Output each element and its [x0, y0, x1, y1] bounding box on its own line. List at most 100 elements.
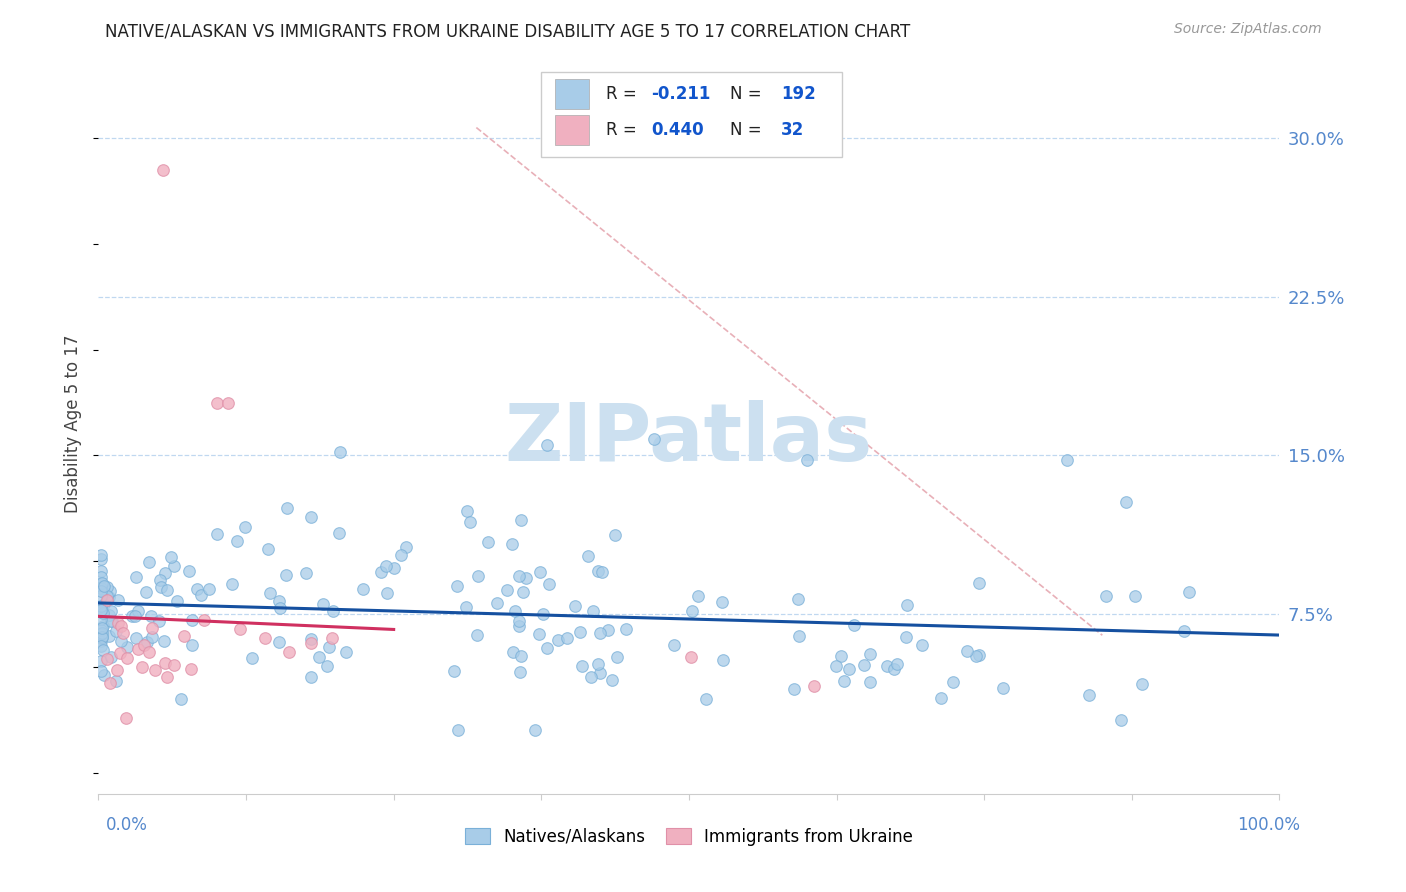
Point [148, 614, 170, 628]
Point [90, 603, 112, 617]
Point [96, 580, 118, 594]
Point [614, 622, 637, 636]
Point [1130, 677, 1153, 691]
Point [803, 679, 825, 693]
Point [156, 670, 179, 684]
Point [91, 606, 114, 620]
Point [90, 606, 112, 620]
Point [276, 501, 298, 516]
Point [100, 614, 122, 628]
Point [576, 549, 599, 563]
Point [152, 162, 174, 177]
Point [896, 630, 918, 644]
Point [523, 723, 546, 738]
Point [259, 586, 281, 600]
Point [312, 598, 335, 612]
Point [269, 601, 291, 615]
Point [90, 548, 112, 562]
Point [825, 659, 848, 673]
Point [226, 533, 249, 548]
Point [186, 582, 208, 596]
Point [941, 674, 963, 689]
Text: NATIVE/ALASKAN VS IMMIGRANTS FROM UKRAINE DISABILITY AGE 5 TO 17 CORRELATION CHA: NATIVE/ALASKAN VS IMMIGRANTS FROM UKRAIN… [105, 22, 911, 40]
Point [100, 614, 122, 628]
Point [510, 649, 533, 664]
Point [90, 552, 112, 566]
Point [90, 564, 112, 578]
Point [96, 652, 118, 666]
Point [93, 597, 115, 611]
Point [589, 626, 612, 640]
Point [90, 634, 112, 648]
Point [100, 650, 122, 665]
Point [1115, 495, 1137, 509]
Text: ZIPatlas: ZIPatlas [505, 400, 873, 477]
Point [100, 604, 122, 618]
Text: R =: R = [606, 120, 643, 139]
Point [107, 593, 129, 607]
Point [503, 604, 526, 618]
Point [389, 549, 412, 563]
Point [600, 673, 623, 688]
Point [156, 582, 179, 597]
Point [90, 639, 112, 653]
Point [456, 503, 478, 517]
Point [1173, 624, 1195, 639]
Point [695, 692, 717, 706]
Point [598, 623, 620, 637]
Point [90, 627, 112, 641]
Point [605, 527, 627, 541]
Point [382, 561, 405, 575]
Point [477, 535, 499, 549]
Point [852, 658, 875, 673]
Point [883, 662, 905, 676]
Point [787, 591, 810, 606]
Point [93, 643, 115, 657]
Point [465, 628, 488, 642]
Text: 192: 192 [782, 86, 815, 103]
Point [859, 674, 882, 689]
Point [153, 566, 176, 580]
Bar [555, 115, 589, 145]
Point [90, 630, 112, 644]
Point [90, 575, 112, 590]
Point [143, 663, 166, 677]
Legend: Natives/Alaskans, Immigrants from Ukraine: Natives/Alaskans, Immigrants from Ukrain… [458, 821, 920, 852]
Point [911, 639, 934, 653]
Point [564, 599, 586, 613]
Point [537, 577, 560, 591]
Point [107, 616, 129, 631]
Point [132, 638, 155, 652]
Point [98, 583, 121, 598]
Point [830, 648, 852, 663]
Point [93, 586, 115, 600]
Text: 32: 32 [782, 120, 804, 139]
Point [163, 657, 186, 672]
Text: Source: ZipAtlas.com: Source: ZipAtlas.com [1174, 22, 1322, 37]
Text: 0.0%: 0.0% [105, 816, 148, 834]
Point [104, 673, 127, 688]
Point [131, 659, 153, 673]
Text: 100.0%: 100.0% [1237, 816, 1301, 834]
Point [115, 710, 138, 724]
Point [153, 634, 176, 648]
Point [502, 645, 524, 659]
Point [896, 599, 918, 613]
Point [90, 599, 112, 614]
Point [198, 582, 221, 596]
Point [443, 665, 465, 679]
Point [512, 585, 534, 599]
Point [509, 513, 531, 527]
Point [335, 645, 357, 659]
Point [308, 649, 330, 664]
Point [643, 432, 665, 446]
Point [328, 525, 350, 540]
Point [496, 583, 519, 598]
Point [681, 650, 703, 665]
Point [508, 615, 530, 629]
Point [352, 582, 374, 596]
Point [467, 569, 489, 583]
Point [163, 559, 186, 574]
Point [586, 564, 609, 578]
Point [90, 584, 112, 599]
